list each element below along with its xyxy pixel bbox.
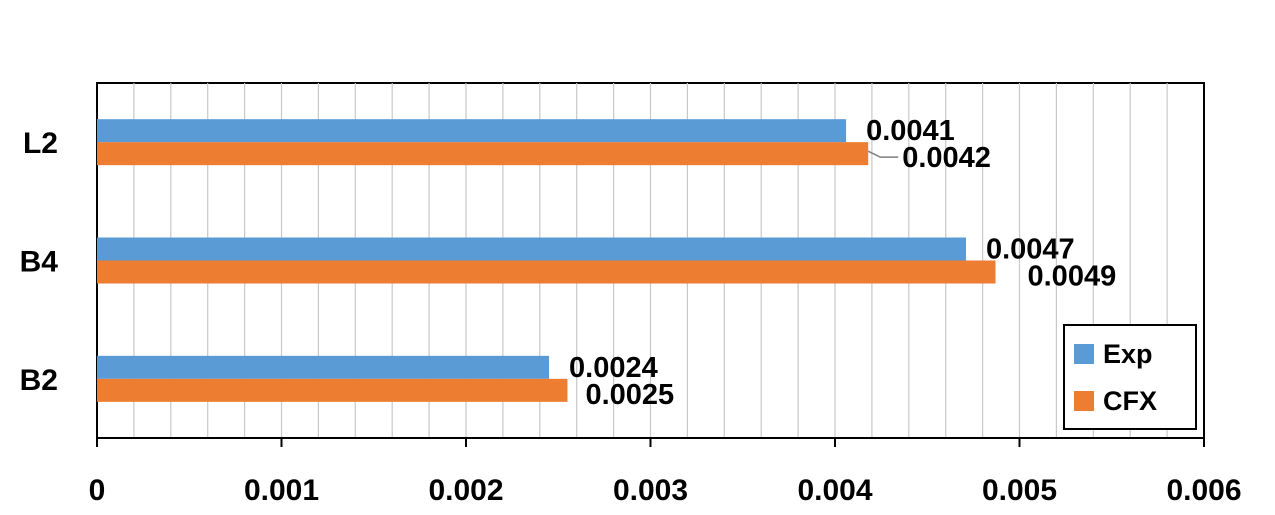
data-label-exp-l2: 0.0041 <box>866 115 955 147</box>
data-label-cfx-l2: 0.0042 <box>902 142 991 174</box>
data-label-exp-b2: 0.0024 <box>569 352 658 384</box>
legend-box <box>1063 324 1197 430</box>
x-tick-label: 0.006 <box>1166 474 1241 507</box>
legend: Exp CFX <box>1063 324 1197 430</box>
data-label-cfx-b2: 0.0025 <box>585 379 674 411</box>
category-label: B2 <box>20 364 58 397</box>
data-label-cfx-b4: 0.0049 <box>1028 261 1117 293</box>
legend-label-exp: Exp <box>1103 339 1153 369</box>
category-label: B4 <box>20 246 59 279</box>
data-label-exp-b4: 0.0047 <box>986 234 1075 266</box>
legend-swatch-exp <box>1074 344 1094 364</box>
legend-label-cfx: CFX <box>1103 386 1157 416</box>
leader-line <box>867 150 899 158</box>
bar-exp-l2 <box>97 119 847 143</box>
category-axis: L2 B4 B2 <box>20 127 59 397</box>
x-tick-label: 0.004 <box>797 474 872 507</box>
x-tick-label: 0 <box>89 474 106 507</box>
x-tick-label: 0.002 <box>428 474 503 507</box>
bar-cfx-l2 <box>97 142 869 166</box>
x-tick-label: 0.005 <box>982 474 1057 507</box>
bar-exp-b2 <box>97 355 550 379</box>
legend-swatch-cfx <box>1074 391 1094 411</box>
x-tick-label: 0.001 <box>244 474 319 507</box>
bar-cfx-b4 <box>97 260 996 284</box>
bar-cfx-b2 <box>97 378 568 402</box>
x-tick-label: 0.003 <box>613 474 688 507</box>
category-label: L2 <box>23 127 58 160</box>
x-axis: 0 0.001 0.002 0.003 0.004 0.005 0.006 <box>89 437 1242 507</box>
bars <box>97 119 996 402</box>
bar-exp-b4 <box>97 237 966 261</box>
